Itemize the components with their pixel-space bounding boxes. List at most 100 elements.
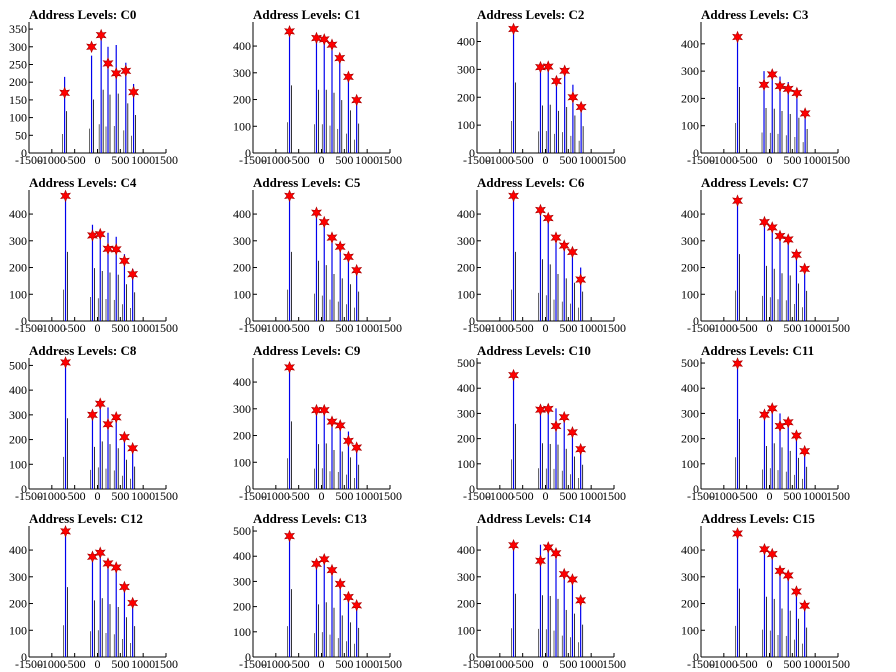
peak-marker	[102, 417, 114, 431]
peak-marker	[94, 227, 106, 241]
x-tick-label: -500	[512, 489, 534, 503]
x-tick-label: 0	[767, 153, 773, 167]
peak-marker	[790, 248, 802, 262]
x-tick-label: 500	[559, 321, 577, 335]
x-tick-label: -1500	[15, 321, 43, 335]
peak-marker	[110, 67, 122, 80]
peak-marker	[342, 590, 354, 604]
x-tick-label: 500	[111, 153, 129, 167]
y-tick-label: 100	[9, 623, 27, 637]
x-tick-label: -1000	[38, 153, 66, 167]
peak-marker	[284, 25, 296, 38]
chart-panel: Address Levels: C9 0 100 200 300 400 -1500-100…	[233, 343, 402, 503]
y-tick-label: 200	[9, 597, 27, 611]
x-tick-label: 1500	[154, 657, 178, 671]
y-tick-label: 200	[9, 433, 27, 447]
peak-marker	[759, 408, 770, 421]
peak-marker	[766, 68, 778, 81]
y-tick-label: 200	[681, 261, 699, 275]
y-tick-label: 0	[469, 146, 475, 160]
peak-marker	[732, 30, 744, 44]
chart-title: Address Levels: C5	[253, 175, 361, 190]
chart-title: Address Levels: C15	[701, 511, 815, 526]
x-tick-label: 0	[95, 153, 101, 167]
chart-title: Address Levels: C1	[253, 7, 360, 22]
y-tick-label: 200	[457, 261, 475, 275]
peak-marker	[102, 242, 114, 256]
peak-marker	[759, 542, 770, 556]
x-tick-label: 500	[111, 489, 129, 503]
y-tick-label: 100	[233, 455, 251, 469]
x-tick-label: -500	[736, 657, 758, 671]
chart-panel: Address Levels: C7 0 100 200 300 400 -1500-100…	[681, 175, 850, 335]
chart-title: Address Levels: C9	[253, 343, 361, 358]
x-tick-label: 1000	[131, 153, 155, 167]
chart-panel: Address Levels: C0 0 50 100 150 200 250 300 350 -…	[9, 7, 178, 167]
y-tick-label: 300	[9, 234, 27, 248]
x-tick-label: 0	[95, 489, 101, 503]
y-tick-label: 300	[233, 402, 251, 416]
x-tick-label: 1500	[602, 657, 626, 671]
peak-marker	[550, 419, 562, 433]
y-tick-label: 500	[233, 524, 251, 538]
x-tick-label: 0	[767, 321, 773, 335]
chart-panel: Address Levels: C12 0 100 200 300 400 -1500-10…	[9, 511, 178, 671]
peak-marker	[508, 22, 520, 36]
x-tick-label: 1500	[602, 153, 626, 167]
x-tick-label: -1500	[15, 489, 43, 503]
peak-marker	[791, 86, 803, 100]
chart-panel: Address Levels: C80100200300400500-1500-…	[9, 343, 178, 503]
y-tick-label: 200	[457, 597, 475, 611]
peak-marker	[128, 85, 140, 99]
x-tick-label: -1500	[463, 153, 491, 167]
peak-marker	[60, 525, 72, 538]
peak-marker	[766, 221, 778, 234]
y-tick-label: 300	[9, 40, 27, 54]
y-tick-label: 300	[457, 234, 475, 248]
x-tick-label: -1500	[687, 657, 715, 671]
peak-marker	[284, 529, 296, 543]
peak-marker	[94, 546, 106, 560]
y-tick-label: 100	[681, 287, 699, 301]
peak-marker	[542, 402, 554, 416]
y-tick-label: 400	[9, 207, 27, 221]
y-tick-label: 500	[457, 356, 475, 370]
chart-panel: Address Levels: C6 0 100 200 300 400 -1500-100…	[457, 175, 626, 335]
x-tick-label: 1000	[131, 321, 155, 335]
x-tick-label: -500	[736, 321, 758, 335]
y-tick-label: 100	[457, 287, 475, 301]
peak-marker	[732, 357, 744, 370]
peak-marker	[118, 254, 130, 268]
y-tick-label: 500	[681, 356, 699, 370]
y-tick-label: 300	[681, 570, 699, 584]
y-tick-label: 50	[15, 128, 27, 142]
x-tick-label: -1500	[463, 489, 491, 503]
x-tick-label: 500	[335, 657, 353, 671]
chart-title: Address Levels: C8	[29, 343, 137, 358]
y-tick-label: 300	[457, 406, 475, 420]
y-tick-label: 250	[9, 57, 27, 71]
chart-title: Address Levels: C2	[477, 7, 584, 22]
peak-marker	[334, 419, 346, 432]
peak-marker	[774, 229, 786, 243]
x-tick-label: -1000	[710, 657, 738, 671]
x-tick-label: 1500	[378, 657, 402, 671]
peak-marker	[732, 527, 744, 540]
peak-marker	[566, 573, 578, 586]
peak-marker	[311, 31, 322, 45]
x-tick-label: 500	[335, 321, 353, 335]
chart-title: Address Levels: C4	[29, 175, 137, 190]
y-tick-label: 400	[233, 207, 251, 221]
chart-title: Address Levels: C12	[29, 511, 143, 526]
peak-marker	[318, 403, 330, 417]
x-tick-label: -1000	[486, 657, 514, 671]
peak-marker	[766, 402, 778, 415]
x-tick-label: 0	[543, 153, 549, 167]
x-tick-label: 1000	[803, 489, 827, 503]
peak-marker	[542, 541, 554, 554]
y-tick-label: 300	[681, 406, 699, 420]
chart-title: Address Levels: C13	[253, 511, 367, 526]
x-tick-label: -1000	[710, 489, 738, 503]
peak-marker	[351, 441, 363, 454]
x-tick-label: 0	[319, 489, 325, 503]
